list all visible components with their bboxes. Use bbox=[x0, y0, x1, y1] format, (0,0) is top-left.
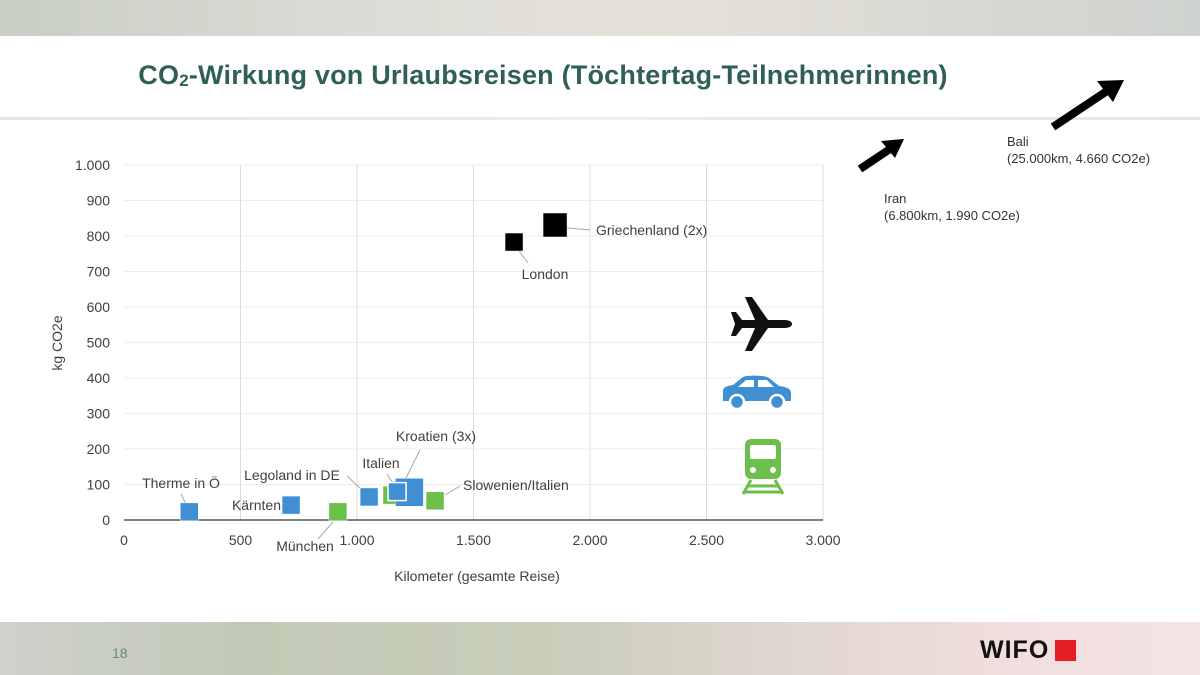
data-point-flug bbox=[542, 212, 568, 238]
x-axis-label: Kilometer (gesamte Reise) bbox=[394, 568, 560, 584]
data-label: Kroatien (3x) bbox=[396, 428, 476, 444]
x-tick-label: 1.000 bbox=[339, 532, 374, 548]
data-label: Italien bbox=[362, 455, 399, 471]
y-tick-label: 0 bbox=[102, 512, 110, 528]
leader-line bbox=[346, 475, 363, 491]
data-points bbox=[179, 212, 568, 522]
data-point-bahn bbox=[328, 502, 348, 522]
data-point-auto bbox=[359, 487, 379, 507]
x-tick-label: 2.000 bbox=[572, 532, 607, 548]
title-subscript: 2 bbox=[179, 71, 189, 90]
train-icon bbox=[741, 439, 785, 495]
data-labels: München Slowenien/Italien Therme in Ö Kärnt… bbox=[142, 222, 707, 554]
data-point-flug bbox=[504, 232, 524, 252]
footer-photo-strip bbox=[0, 622, 1200, 675]
iran-arrow-icon bbox=[857, 139, 904, 173]
outlier-detail: (25.000km, 4.660 CO2e) bbox=[1007, 151, 1151, 166]
x-tick-label: 3.000 bbox=[805, 532, 840, 548]
outlier-iran: Iran (6.800km, 1.990 CO2e) bbox=[884, 190, 1020, 224]
outlier-name: Iran bbox=[884, 191, 907, 206]
data-point-bahn bbox=[425, 491, 445, 511]
y-tick-label: 1.000 bbox=[75, 157, 110, 173]
data-point-auto bbox=[281, 495, 301, 515]
outlier-detail: (6.800km, 1.990 CO2e) bbox=[884, 208, 1020, 223]
data-label: Griechenland (2x) bbox=[596, 222, 707, 238]
data-label: London bbox=[522, 266, 569, 282]
y-tick-label: 800 bbox=[87, 228, 111, 244]
y-axis-label: kg CO2e bbox=[49, 315, 65, 370]
data-label: Legoland in DE bbox=[244, 467, 340, 483]
grid bbox=[124, 164, 824, 521]
leader-line bbox=[444, 485, 461, 496]
data-label: Slowenien/Italien bbox=[463, 477, 569, 493]
title-text: -Wirkung von Urlaubsreisen (Töchtertag-T… bbox=[188, 60, 948, 90]
car-icon bbox=[723, 375, 791, 411]
leader-line bbox=[317, 521, 334, 540]
title-divider bbox=[0, 117, 1200, 120]
y-tick-label: 900 bbox=[87, 193, 111, 209]
logo-text: WIFO bbox=[980, 636, 1050, 664]
y-tick-label: 500 bbox=[87, 335, 111, 351]
y-tick-label: 300 bbox=[87, 406, 111, 422]
data-label: Therme in Ö bbox=[142, 474, 220, 491]
x-tick-label: 2.500 bbox=[689, 532, 724, 548]
leader-line bbox=[180, 493, 187, 505]
data-label: Kärnten bbox=[232, 497, 281, 513]
leader-line bbox=[404, 449, 421, 481]
x-tick-label: 0 bbox=[120, 532, 128, 548]
slide-title: CO2-Wirkung von Urlaubsreisen (Töchterta… bbox=[0, 60, 1086, 91]
y-tick-label: 400 bbox=[87, 370, 111, 386]
bali-arrow-icon bbox=[1050, 80, 1124, 131]
header-photo-strip bbox=[0, 0, 1200, 36]
airplane-icon bbox=[731, 297, 792, 351]
y-tick-label: 600 bbox=[87, 299, 111, 315]
outlier-name: Bali bbox=[1007, 134, 1029, 149]
page-number: 18 bbox=[112, 645, 128, 661]
x-tick-label: 500 bbox=[229, 532, 253, 548]
y-tick-label: 100 bbox=[87, 477, 111, 493]
x-tick-label: 1.500 bbox=[456, 532, 491, 548]
data-point-auto bbox=[387, 481, 407, 502]
tick-labels: 0 100 200 300 400 500 600 700 800 900 1.000 0 500 1.0… bbox=[75, 157, 841, 548]
y-tick-label: 200 bbox=[87, 441, 111, 457]
data-point-auto bbox=[179, 502, 199, 522]
logo-square bbox=[1055, 640, 1077, 661]
wifo-logo: WIFO bbox=[980, 636, 1077, 665]
title-text: CO bbox=[138, 60, 180, 90]
outlier-bali: Bali (25.000km, 4.660 CO2e) bbox=[1007, 133, 1150, 167]
data-label: München bbox=[276, 538, 334, 554]
y-tick-label: 700 bbox=[87, 264, 111, 280]
